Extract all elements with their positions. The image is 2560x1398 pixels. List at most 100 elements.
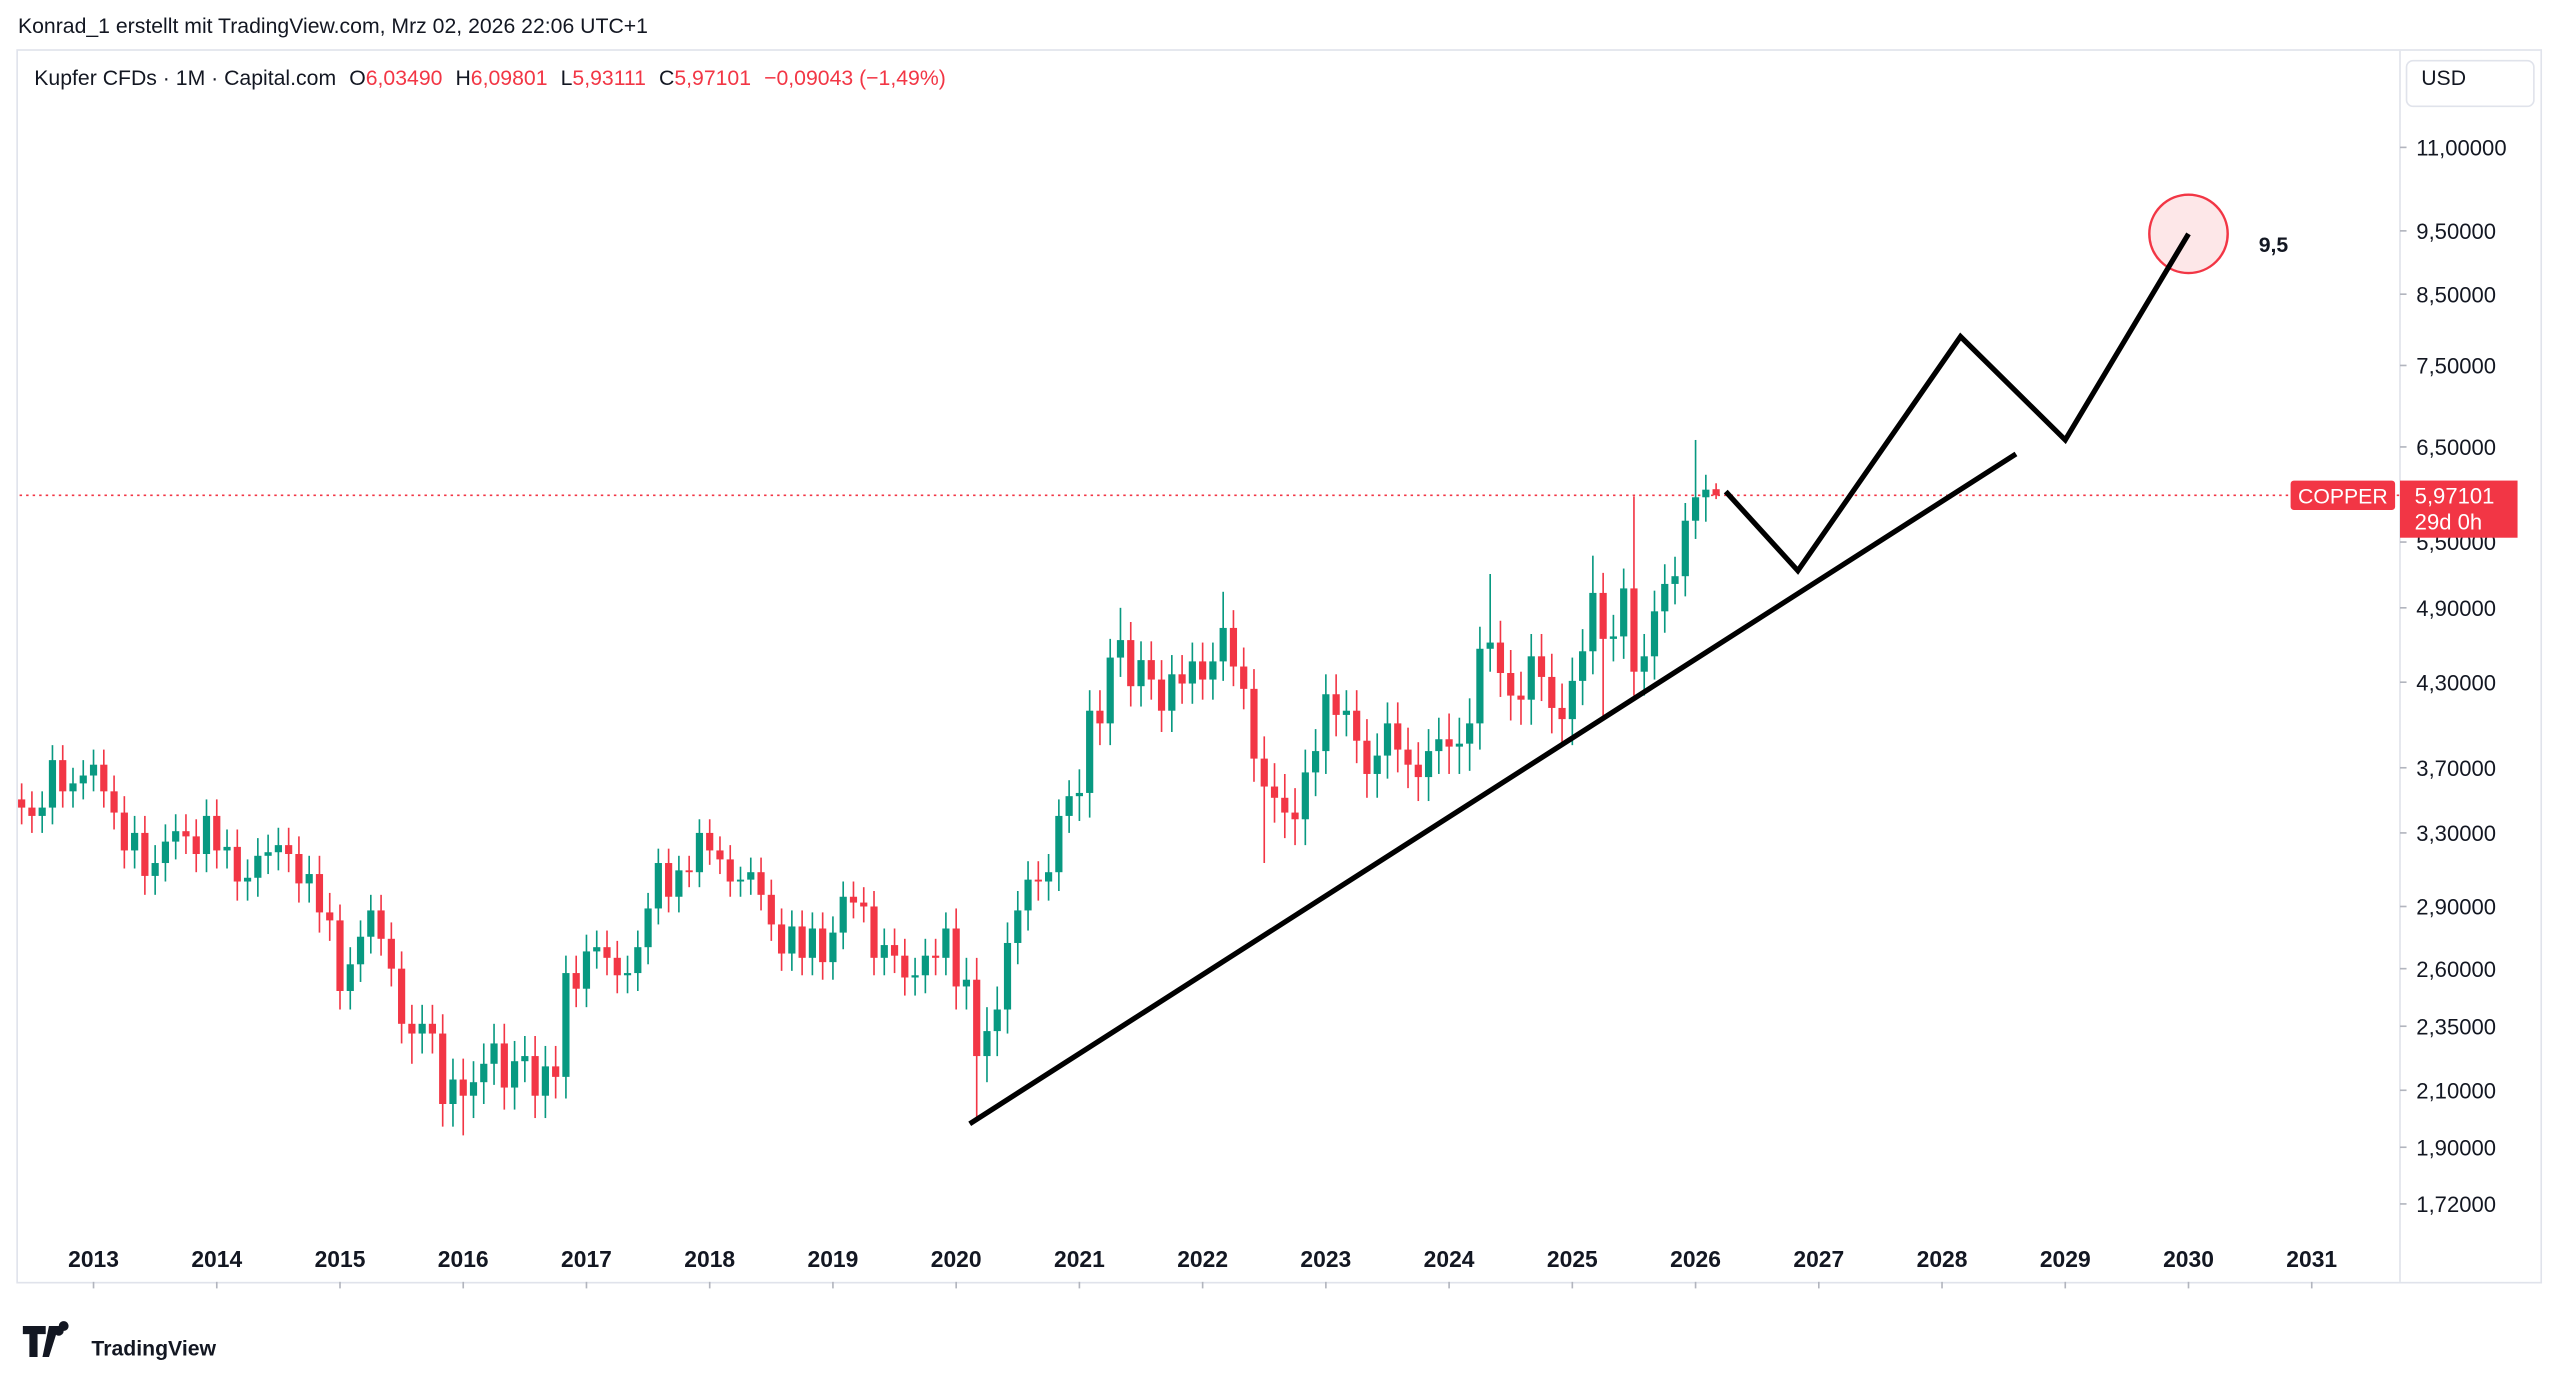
candle-body: [777, 924, 786, 954]
candle-body: [1445, 739, 1453, 747]
candle-body: [336, 920, 344, 991]
currency-button[interactable]: [2405, 59, 2535, 108]
candle-body: [1332, 694, 1340, 715]
candle-body: [695, 832, 704, 873]
x-tick-label: 2020: [931, 1246, 982, 1272]
candle-body: [880, 945, 888, 958]
author-line: Konrad_1 erstellt mit TradingView.com, M…: [18, 15, 648, 38]
candle-body: [1312, 751, 1320, 773]
candle-body: [449, 1079, 457, 1104]
candle-body: [603, 947, 611, 958]
candle-body: [747, 872, 755, 880]
x-tick-label: 2030: [2163, 1246, 2214, 1272]
candle-body: [254, 855, 262, 878]
chart-frame: [16, 49, 2543, 1284]
candle-body: [1065, 796, 1073, 816]
candle-body: [1548, 676, 1556, 708]
candle-body: [901, 955, 909, 978]
candle-body: [1096, 710, 1104, 724]
candle-body: [243, 877, 252, 882]
y-tick-label: 2,90000: [2416, 895, 2496, 920]
candle-body: [1250, 688, 1258, 759]
candle-body: [285, 845, 293, 855]
candle-body: [1168, 674, 1176, 711]
candle-body: [480, 1063, 488, 1083]
countdown: 29d 0h: [2415, 510, 2482, 535]
candle-body: [1650, 611, 1659, 657]
y-tick-label: 1,90000: [2416, 1135, 2496, 1160]
candle-body: [819, 928, 827, 963]
x-tick-label: 2022: [1177, 1246, 1228, 1272]
projection-path: [1723, 232, 2191, 575]
candle-body: [685, 870, 693, 873]
y-tick-label: 3,70000: [2416, 756, 2496, 781]
candle-body: [1599, 592, 1607, 639]
x-tick-label: 2026: [1670, 1246, 1721, 1272]
candle-body: [1507, 673, 1515, 696]
candle-body: [1414, 764, 1422, 778]
x-tick-label: 2025: [1547, 1246, 1598, 1272]
candle-body: [767, 894, 775, 925]
candle-body: [1558, 707, 1566, 720]
logo-dot: [53, 1325, 64, 1336]
candle-body: [59, 760, 67, 792]
candle-body: [1127, 640, 1135, 687]
x-tick-label: 2021: [1054, 1246, 1105, 1272]
candle-body: [1322, 694, 1330, 752]
candle-body: [675, 870, 683, 897]
candle-body: [634, 947, 642, 974]
y-tick-label: 6,50000: [2416, 435, 2496, 460]
ohlc-value: 5,93111: [572, 67, 646, 90]
candle-body: [1579, 651, 1587, 681]
candle-body: [1260, 758, 1268, 787]
candle-body: [172, 831, 180, 842]
candle-body: [28, 807, 36, 816]
candle-body: [1137, 660, 1145, 687]
candle-body: [1466, 723, 1474, 744]
candle-body: [726, 859, 734, 882]
ohlc-value: 5,97101: [674, 67, 751, 90]
candle-body: [1568, 680, 1576, 720]
candle-body: [1178, 674, 1186, 684]
candle-body: [665, 863, 673, 897]
tv-logo: TradingView: [22, 1321, 217, 1360]
y-tick-label: 2,60000: [2416, 957, 2496, 982]
candle-body: [1671, 576, 1679, 584]
candle-body: [623, 973, 632, 976]
candle-body: [202, 815, 211, 855]
candle-body: [921, 955, 929, 976]
target-label: 9,5: [2259, 234, 2289, 257]
candle-body: [1147, 660, 1155, 680]
x-tick-label: 2016: [438, 1246, 489, 1272]
candle-body: [1640, 656, 1648, 672]
candle-body: [1702, 489, 1710, 498]
x-tick-label: 2024: [1424, 1246, 1475, 1272]
y-tick-label: 7,50000: [2416, 354, 2496, 379]
candle-body: [490, 1043, 498, 1064]
ohlc-value: 6,09801: [471, 67, 548, 90]
x-tick-label: 2018: [684, 1246, 735, 1272]
candle-body: [1116, 640, 1125, 658]
candle-body: [911, 975, 919, 978]
candle-body: [1691, 497, 1700, 521]
trendline: [968, 451, 2018, 1126]
candle-body: [562, 973, 570, 1077]
candle-body: [418, 1023, 426, 1034]
candle-body: [1394, 723, 1402, 750]
symbol: Kupfer CFDs · 1M · Capital.com: [34, 67, 336, 90]
y-tick-label: 11,00000: [2416, 136, 2506, 161]
candle-body: [860, 902, 868, 907]
candle-body: [1681, 520, 1689, 577]
candle-body: [1301, 772, 1309, 820]
candle-body: [942, 928, 950, 958]
candle-body: [1424, 751, 1433, 778]
candle-body: [100, 764, 108, 792]
candle-body: [1157, 679, 1166, 711]
x-tick-label: 2031: [2286, 1246, 2337, 1272]
candle-body: [521, 1056, 529, 1062]
candle-body: [1486, 642, 1494, 649]
candle-body: [79, 775, 87, 784]
y-tick-label: 1,72000: [2416, 1192, 2496, 1217]
